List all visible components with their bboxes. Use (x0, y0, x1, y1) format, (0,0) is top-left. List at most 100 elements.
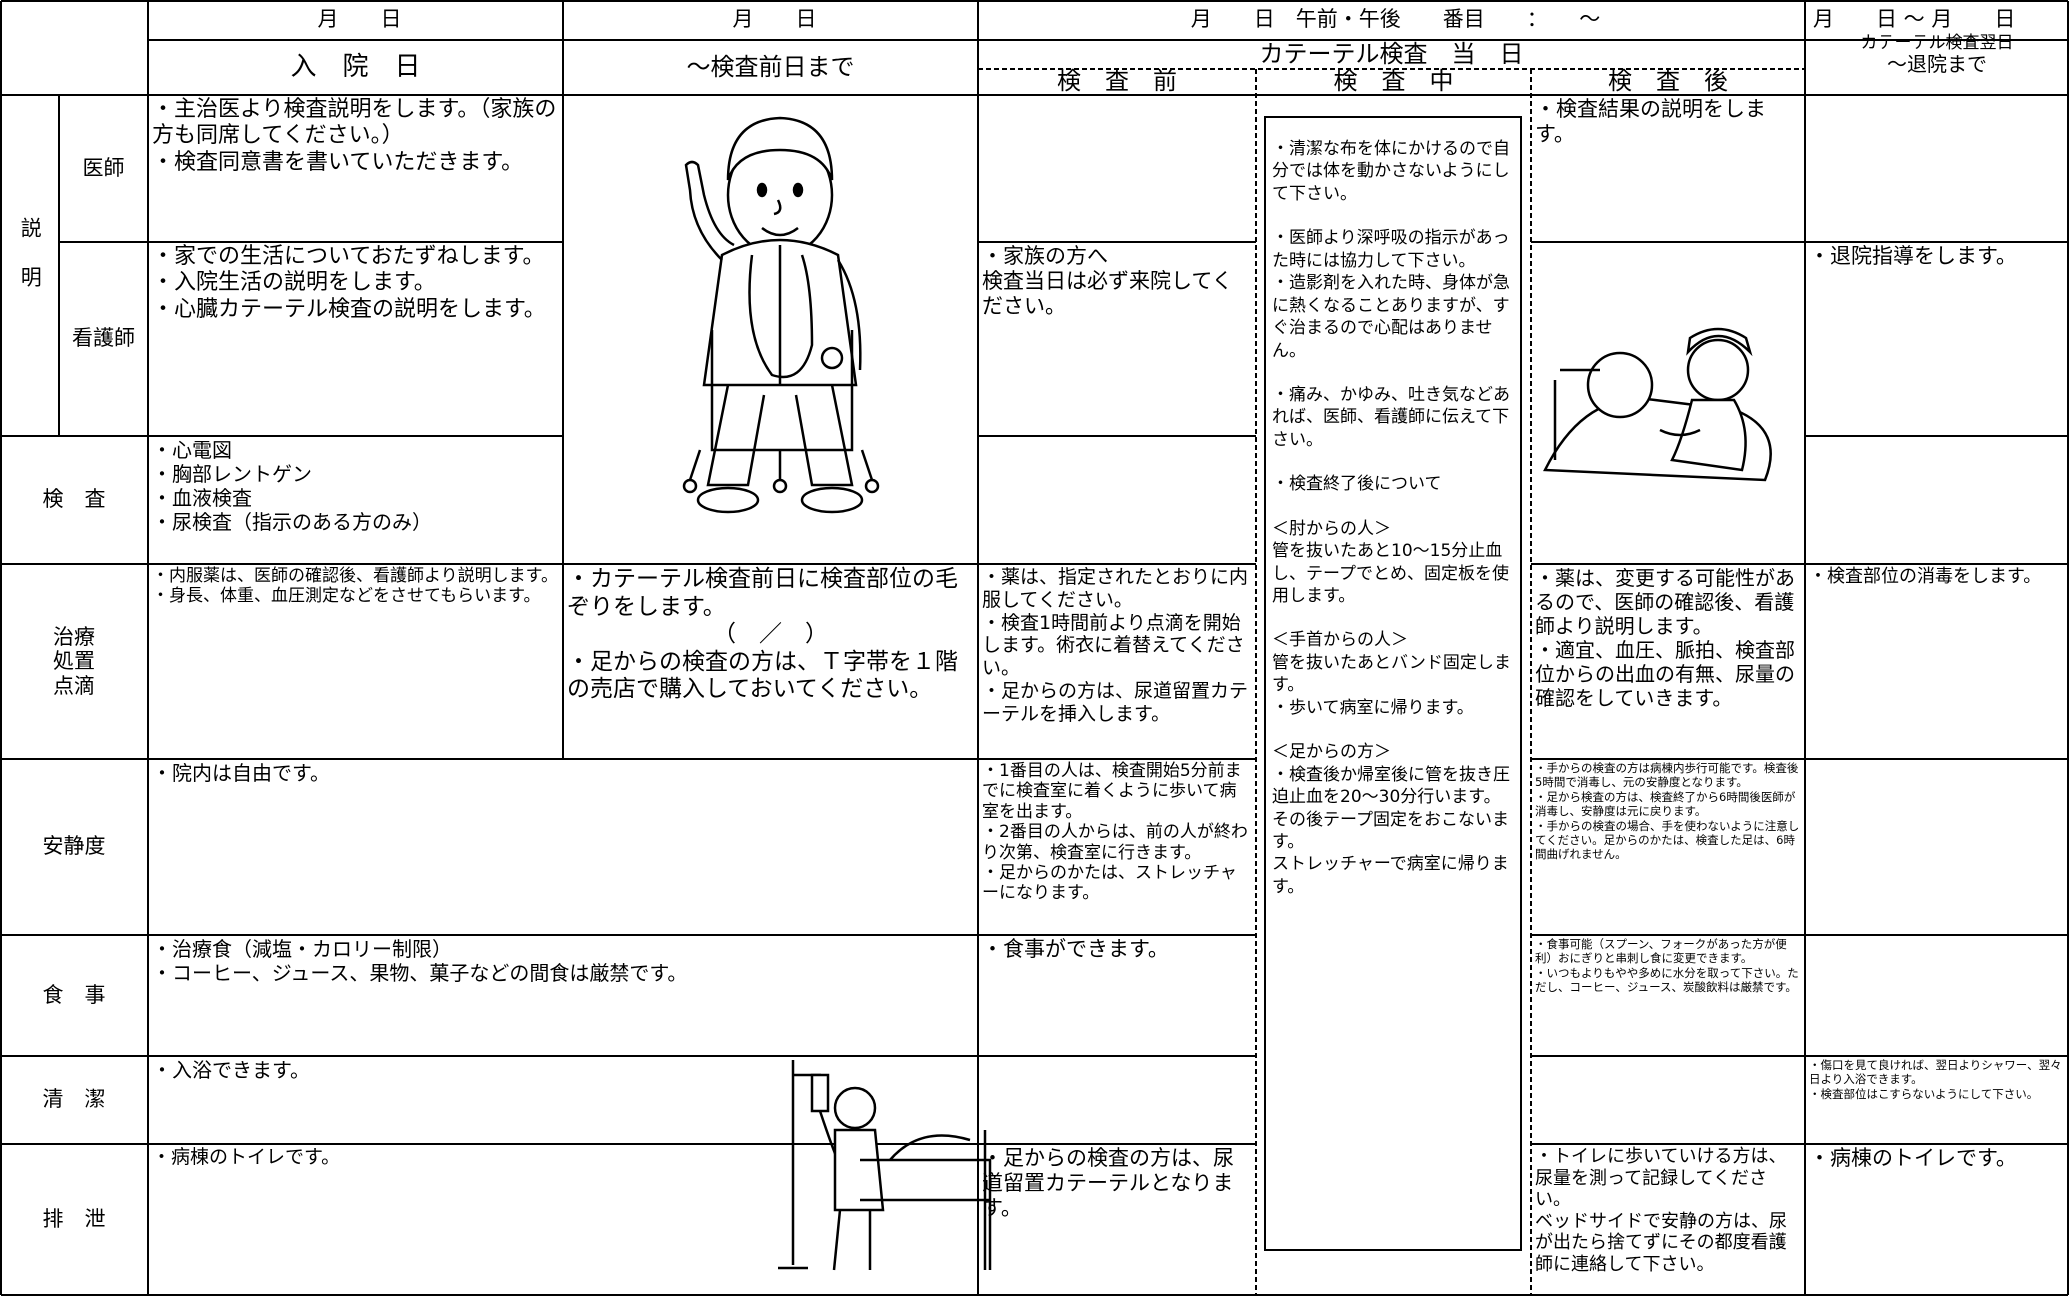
sub-phase: 検 査 後 (1531, 67, 1805, 96)
text-line: 検 査 後 (1608, 67, 1728, 96)
text-line: 安静度 (42, 834, 106, 859)
cell-text: ・病棟のトイレです。 (1809, 1146, 2065, 1294)
row-label: 検 査 (0, 436, 148, 564)
text-line: ・家族の方へ (982, 244, 1108, 268)
text-line: ＜肘からの人＞ (1272, 518, 1391, 539)
during-exam-box: ・清潔な布を体にかけるので自分では体を動かさないようにして下さい。 ・医師より深呼… (1264, 116, 1522, 1251)
text-line: ・入院生活の説明をします。 (152, 270, 436, 296)
date-cell: 月 日 午前・午後 番目 ： ～ (978, 0, 1805, 40)
text-line: （ ／ ） (713, 621, 828, 648)
cell-text: ・1番目の人は、検査開始5分前までに検査室に着くように歩いて病室を出ます。 ・2番… (982, 761, 1252, 933)
text-line: ・トイレに歩いていける方は、尿量を測って記録してください。 (1535, 1146, 1787, 1211)
text-line: ＜足からの方＞ (1272, 742, 1391, 763)
cell-text: ・薬は、指定されたとおりに内服してください。 ・検査1時間前より点滴を開始します。… (982, 566, 1252, 757)
text-line: ・足からの検査の方は、Ｔ字帯を１階の売店で購入しておいてください。 (567, 648, 958, 703)
row-label: 看護師 (59, 242, 148, 436)
sub-phase: 検 査 前 (978, 67, 1256, 96)
cell-text: ・退院指導をします。 (1809, 244, 2065, 434)
date-cell: 月 日 (148, 0, 563, 40)
text-line: ・清潔な布を体にかけるので自分では体を動かさないようにして下さい。 (1272, 139, 1510, 204)
phase: カテーテル検査 当 日 (978, 40, 1805, 69)
text-line: ・血液検査 (152, 486, 252, 510)
row-label: 安静度 (0, 759, 148, 935)
text-line: ・痛み、かゆみ、吐き気などあれば、医師、看護師に伝えて下さい。 (1272, 384, 1510, 450)
text-line: ・足から検査の方は、検査終了から6時間後医師が消毒し、安静度は元に戻ります。 (1535, 789, 1796, 819)
cell-text: ・心電図 ・胸部レントゲン ・血液検査 ・尿検査（指示のある方のみ） (152, 438, 559, 562)
text-line: 検 査 中 (1333, 67, 1454, 96)
text-line: ストレッチャーで病室に帰ります。 (1272, 854, 1509, 897)
row-label: 食 事 (0, 935, 148, 1056)
text-line: ・手からの検査の方は病棟内歩行可能です。検査後5時間で消毒し、元の安静度となりま… (1535, 761, 1799, 790)
text-line: ・心臓カテーテル検査の説明をします。 (152, 296, 546, 322)
cell-text: ・トイレに歩いていける方は、尿量を測って記録してください。 ベッドサイドで安静の方… (1535, 1146, 1801, 1294)
row-label: 医師 (59, 95, 148, 242)
text-line: 月 日 ～ 月 日 (1813, 7, 2016, 32)
text-line: ～検査前日まで (686, 52, 855, 81)
text-line: ・足からの検査の方は、尿道留置カテーテルとなります。 (982, 1146, 1234, 1221)
cell-text: ・食事可能（スプーン、フォークがあった方が便利）おにぎりと串刺し食に変更できます… (1535, 937, 1801, 1054)
cell-text: ・傷口を見て良ければ、翌日よりシャワー、翌々日より入浴できます。 ・検査部位はこす… (1809, 1058, 2065, 1142)
text-line: 月 日 (317, 7, 402, 32)
text-line: 検 査 前 (1057, 67, 1177, 96)
cell-text: ・病棟のトイレです。 (152, 1146, 974, 1294)
text-line: カテーテル検査翌日 (1860, 33, 2014, 53)
text-line: ・手からの検査の場合、手を使わないように注意してください。足からのかたは、検査し… (1535, 818, 1800, 862)
text-line: ・コーヒー、ジュース、果物、菓子などの間食は厳禁です。 (152, 961, 688, 985)
text-line: ベッドサイドで安静の方は、尿が出たら捨てずにその都度看護師に連絡して下さい。 (1535, 1210, 1787, 1275)
text-line: 説明 (18, 216, 43, 315)
text-line: ・尿検査（指示のある方のみ） (152, 510, 432, 534)
text-line: ＜手首からの人＞ (1272, 630, 1408, 651)
text-line: 管を抜いたあと10～15分止血し、テープでとめ、固定板を使用します。 (1272, 541, 1509, 606)
text-line: 入 院 日 (290, 51, 421, 82)
text-line: 清 潔 (42, 1087, 106, 1112)
text-line: ・1番目の人は、検査開始5分前までに検査室に着くように歩いて病室を出ます。 (982, 761, 1242, 822)
cell-text: ・主治医より検査説明をします。（家族の方も同席してください。） ・検査同意書を書い… (152, 97, 559, 240)
text-line: ・検査結果の説明をします。 (1535, 97, 1766, 147)
cell-text: ・足からの検査の方は、尿道留置カテーテルとなります。 (982, 1146, 1252, 1294)
text-line: 看護師 (72, 326, 135, 351)
cell-text: ・内服薬は、医師の確認後、看護師より説明します。 ・身長、体重、血圧測定などをさせ… (152, 566, 559, 757)
text-line: 排 泄 (42, 1207, 106, 1232)
text-line: ・2番目の人からは、前の人が終わり次第、検査室に行きます。 (982, 822, 1248, 863)
text-line: カテーテル検査 当 日 (1259, 39, 1524, 68)
text-line: ・入浴できます。 (152, 1058, 310, 1082)
text-line: ・内服薬は、医師の確認後、看護師より説明します。 (152, 566, 558, 586)
text-line: ・歩いて病室に帰ります。 (1272, 697, 1474, 718)
cell-text: ・院内は自由です。 (152, 761, 974, 933)
text-line: ・検査1時間前より点滴を開始します。術衣に着替えてください。 (982, 611, 1245, 680)
text-line: ・薬は、変更する可能性があるので、医師の確認後、看護師より説明します。 (1535, 566, 1795, 638)
text-line: ・家での生活についておたずねします。 (152, 244, 545, 269)
text-line: ～退院まで (1887, 51, 1987, 76)
text-line: ・胸部レントゲン (152, 462, 312, 486)
text-line: ・造影剤を入れた時、身体が急に熱くなることありますが、すぐ治まるので心配はありま… (1272, 273, 1510, 361)
text-line: ・病棟のトイレです。 (1809, 1146, 2017, 1170)
text-line: ・院内は自由です。 (152, 761, 330, 785)
text-line: ・検査後か帰室後に管を抜き圧迫止血を20～30分行います。その後テープ固定をおこ… (1272, 764, 1510, 852)
cell-text: ・家での生活についておたずねします。 ・入院生活の説明をします。 ・心臓カテーテル検… (152, 244, 559, 434)
group-label: 説明 (0, 95, 59, 436)
nurse-illustration (1543, 327, 1772, 482)
cell-text: ・食事ができます。 (982, 937, 1252, 1054)
row-label: 排 泄 (0, 1144, 148, 1296)
row-label: 治療 処置 点滴 (0, 564, 148, 759)
date-cell: 月 日 (563, 0, 978, 40)
text-line: ・適宜、血圧、脈拍、検査部位からの出血の有無、尿量の確認をしていきます。 (1535, 638, 1795, 710)
text-line: ・薬は、指定されたとおりに内服してください。 (982, 566, 1249, 611)
text-line: ・検査部位の消毒をします。 (1809, 566, 2042, 587)
text-line: ・食事ができます。 (982, 937, 1169, 961)
text-line: ・心電図 (152, 438, 232, 462)
cell-text: ・薬は、変更する可能性があるので、医師の確認後、看護師より説明します。 ・適宜、血… (1535, 566, 1801, 757)
text-line: ・検査同意書を書いていただきます。 (152, 149, 524, 175)
text-line: ・カテーテル検査前日に検査部位の毛ぞりをします。 (567, 566, 958, 620)
cell-text: ・カテーテル検査前日に検査部位の毛ぞりをします。（ ／ ）・足からの検査の方は、… (567, 566, 974, 757)
text-line: ・治療食（減塩・カロリー制限） (152, 937, 452, 961)
sub-phase: 検 査 中 (1256, 67, 1531, 96)
text-line: ・足からの方は、尿道留置カテーテルを挿入します。 (982, 679, 1249, 725)
text-line: 月 日 午前・午後 番目 ： ～ (1190, 7, 1601, 32)
cell-text: ・手からの検査の方は病棟内歩行可能です。検査後5時間で消毒し、元の安静度となりま… (1535, 761, 1801, 933)
text-line: ・病棟のトイレです。 (152, 1146, 341, 1168)
cell-text: ・検査部位の消毒をします。 (1809, 566, 2065, 757)
